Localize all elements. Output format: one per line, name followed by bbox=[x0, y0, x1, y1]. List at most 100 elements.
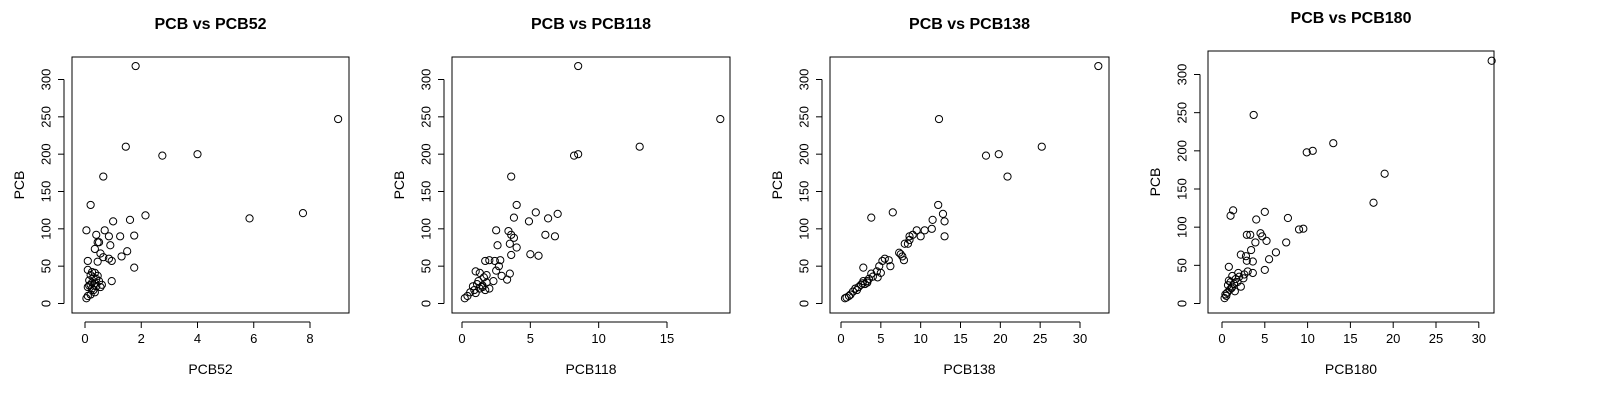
data-point bbox=[934, 200, 943, 210]
data-point bbox=[1271, 248, 1281, 257]
data-point bbox=[840, 294, 850, 303]
y-tick-label: 0 bbox=[39, 300, 54, 307]
data-point bbox=[104, 254, 114, 263]
data-point bbox=[873, 273, 882, 282]
data-point bbox=[507, 250, 516, 260]
data-point bbox=[550, 232, 560, 241]
data-point bbox=[100, 226, 109, 235]
data-point bbox=[334, 114, 343, 124]
x-axis-label: PCB180 bbox=[1325, 361, 1377, 377]
data-point bbox=[1248, 257, 1257, 266]
data-point bbox=[1236, 282, 1245, 291]
y-tick-label: 100 bbox=[797, 218, 812, 240]
data-point bbox=[90, 288, 99, 297]
data-point bbox=[470, 285, 479, 295]
x-tick-label: 30 bbox=[1073, 331, 1087, 346]
data-point bbox=[1224, 262, 1233, 271]
data-point bbox=[82, 294, 91, 303]
y-tick-label: 250 bbox=[1175, 102, 1190, 124]
data-point bbox=[471, 267, 480, 276]
data-point bbox=[131, 61, 140, 71]
data-point bbox=[940, 217, 949, 226]
data-point bbox=[1240, 270, 1249, 279]
y-axis-label: PCB bbox=[391, 171, 407, 200]
x-tick-label: 2 bbox=[138, 331, 145, 346]
data-point bbox=[884, 256, 893, 265]
data-point bbox=[938, 209, 948, 218]
data-point bbox=[1242, 256, 1251, 265]
data-point bbox=[574, 150, 583, 159]
scatter-panel-4: PCB vs PCB180 0 5 10 15 20 25 30 PCB180 0 50 100 150… bbox=[1147, 10, 1496, 377]
y-tick-label: 200 bbox=[1175, 140, 1190, 162]
data-point bbox=[86, 200, 95, 210]
x-tick-label: 10 bbox=[913, 331, 927, 346]
data-point bbox=[1249, 110, 1258, 120]
x-tick-label: 10 bbox=[1300, 331, 1314, 346]
data-point bbox=[107, 277, 116, 286]
data-point bbox=[193, 150, 202, 159]
x-axis-label: PCB118 bbox=[565, 361, 616, 377]
y-tick-label: 200 bbox=[39, 143, 54, 165]
data-point bbox=[1308, 146, 1317, 155]
x-tick-label: 4 bbox=[194, 331, 201, 346]
data-point bbox=[864, 274, 873, 283]
chart-title: PCB vs PCB118 bbox=[531, 16, 651, 33]
data-point bbox=[490, 256, 499, 266]
data-point bbox=[104, 232, 114, 241]
y-axis-label: PCB bbox=[1147, 168, 1163, 197]
y-tick-label: 150 bbox=[39, 181, 54, 203]
y-tick-label: 50 bbox=[797, 259, 812, 273]
data-point bbox=[844, 291, 854, 301]
y-tick-label: 100 bbox=[419, 218, 434, 240]
x-tick-label: 15 bbox=[953, 331, 967, 346]
data-point bbox=[859, 263, 868, 272]
data-point bbox=[940, 232, 949, 241]
plot-frame bbox=[829, 56, 1110, 314]
data-point bbox=[531, 208, 540, 217]
x-tick-label: 5 bbox=[527, 331, 534, 346]
data-point bbox=[994, 150, 1003, 159]
data-point bbox=[1302, 148, 1311, 157]
data-point bbox=[1228, 282, 1237, 291]
x-tick-label: 0 bbox=[81, 331, 88, 346]
x-tick-label: 0 bbox=[458, 331, 465, 346]
data-point bbox=[1239, 274, 1248, 283]
x-tick-label: 20 bbox=[993, 331, 1007, 346]
x-tick-label: 25 bbox=[1033, 331, 1047, 346]
y-tick-label: 250 bbox=[419, 106, 434, 128]
data-point bbox=[934, 114, 944, 124]
data-point bbox=[1252, 215, 1261, 224]
scatter-panel-1: PCB vs PCB52 0 2 4 6 8 PCB52 0 50 100 150 200 250 300… bbox=[11, 16, 350, 377]
data-point bbox=[1487, 56, 1496, 65]
data-point bbox=[99, 253, 108, 262]
data-point bbox=[141, 211, 150, 220]
data-point bbox=[1241, 252, 1251, 261]
data-point bbox=[478, 282, 487, 292]
data-point bbox=[485, 284, 494, 293]
x-axis-label: PCB52 bbox=[188, 361, 233, 377]
data-point bbox=[121, 142, 130, 151]
y-tick-label: 0 bbox=[1175, 300, 1190, 307]
data-point bbox=[1260, 265, 1269, 275]
data-point bbox=[1234, 268, 1243, 278]
data-point bbox=[526, 250, 535, 259]
data-point bbox=[534, 251, 543, 260]
x-tick-label: 10 bbox=[591, 331, 605, 346]
data-point bbox=[485, 256, 494, 265]
y-axis-label: PCB bbox=[769, 171, 785, 200]
data-point bbox=[1094, 61, 1103, 71]
data-point bbox=[99, 172, 108, 181]
data-point bbox=[507, 172, 516, 181]
data-point bbox=[858, 279, 867, 288]
data-point bbox=[116, 232, 125, 241]
data-point bbox=[507, 230, 516, 239]
x-tick-label: 8 bbox=[306, 331, 313, 346]
data-point bbox=[1283, 213, 1293, 223]
data-point bbox=[1369, 198, 1378, 207]
data-point bbox=[494, 262, 503, 271]
data-point bbox=[1247, 245, 1256, 255]
data-point bbox=[905, 232, 914, 241]
x-tick-label: 15 bbox=[1343, 331, 1357, 346]
data-point bbox=[863, 277, 872, 286]
